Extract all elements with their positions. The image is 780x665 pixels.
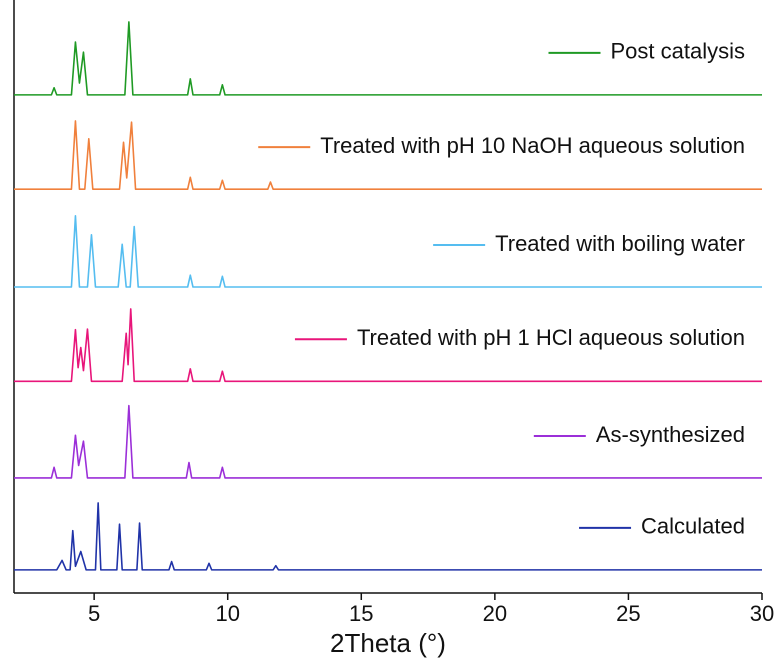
xrd-pattern [14,21,762,96]
legend-label: Calculated [641,514,745,539]
x-tick-label: 30 [750,601,774,626]
x-tick-label: 10 [215,601,239,626]
x-tick-label: 5 [88,601,100,626]
xrd-pattern [14,404,762,479]
x-tick-label: 25 [616,601,640,626]
legend-label: Treated with pH 1 HCl aqueous solution [357,325,745,350]
legend-label: As-synthesized [596,422,745,447]
xrd-pattern [14,502,762,571]
legend-label: Treated with pH 10 NaOH aqueous solution [320,133,745,158]
xrd-pattern [14,215,762,288]
x-tick-label: 15 [349,601,373,626]
x-axis-label: 2Theta (°) [330,628,446,658]
legend-label: Treated with boiling water [495,231,745,256]
legend-label: Post catalysis [611,39,746,64]
xrd-pattern [14,308,762,383]
x-tick-label: 20 [483,601,507,626]
xrd-pattern [14,120,762,190]
